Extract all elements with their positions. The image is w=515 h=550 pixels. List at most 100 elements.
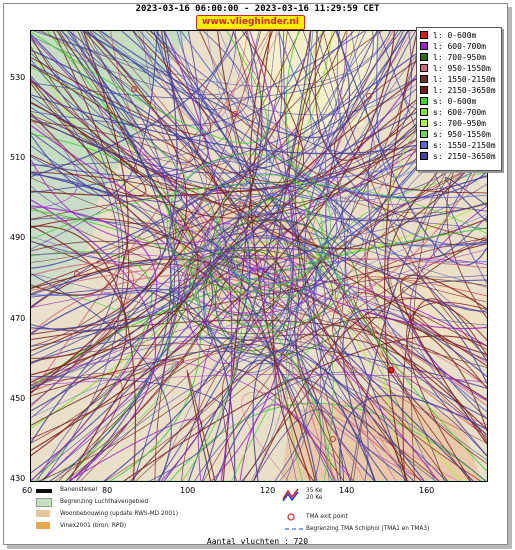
flight-track	[31, 273, 172, 481]
legend-swatch	[420, 141, 428, 149]
flight-track	[31, 31, 395, 451]
x-tick-label: 80	[102, 486, 113, 495]
flight-track	[31, 36, 439, 481]
flight-track	[31, 143, 487, 383]
flight-track	[31, 336, 487, 436]
legend-label: s: 950-1550m	[433, 130, 491, 139]
flight-track	[298, 31, 462, 481]
flight-track	[31, 31, 378, 332]
flight-track	[31, 78, 487, 444]
airport-boundary-label: Begrenzing Luchthavengebied	[60, 499, 149, 505]
holding-loop-track	[203, 235, 326, 365]
airport-boundary-swatch	[36, 498, 52, 507]
site-badge[interactable]: www.vlieghinder.nl	[196, 15, 305, 30]
flight-track	[350, 31, 487, 312]
flight-track	[334, 31, 487, 194]
flight-track	[332, 237, 487, 481]
flight-track	[31, 53, 276, 481]
flight-track	[309, 31, 487, 248]
legend-label: l: 700-950m	[433, 53, 486, 62]
flight-track	[31, 133, 193, 481]
flight-track	[350, 169, 487, 481]
flight-track	[31, 289, 236, 481]
holding-loop-track	[214, 250, 290, 352]
holding-loop-track	[169, 249, 334, 335]
holding-loop-track	[166, 153, 332, 293]
flight-track	[31, 114, 79, 209]
housing-swatch	[36, 510, 50, 517]
flight-track	[31, 132, 161, 265]
legend-swatch	[420, 86, 428, 94]
holding-loop-track	[234, 197, 325, 299]
legend-swatch	[420, 75, 428, 83]
holding-loop-track	[230, 228, 339, 293]
tma-exit-point	[131, 86, 137, 92]
flight-track	[161, 52, 487, 481]
flight-track	[231, 343, 334, 481]
flight-track	[214, 378, 376, 481]
flight-track	[31, 240, 448, 481]
flight-track	[399, 274, 487, 445]
flight-track	[55, 31, 241, 481]
holding-loop-track	[215, 174, 323, 286]
y-tick-label: 470	[10, 314, 26, 323]
flight-track	[31, 31, 448, 269]
flight-track	[46, 31, 201, 481]
flight-track	[149, 31, 412, 155]
flight-track	[82, 31, 487, 303]
flight-track	[31, 31, 178, 330]
y-tick-label: 510	[10, 153, 26, 162]
flight-track	[31, 227, 487, 389]
flight-track	[194, 371, 487, 481]
flight-track	[31, 31, 305, 183]
legend-label: l: 1550-2150m	[433, 75, 496, 84]
flight-track	[31, 75, 120, 405]
flight-track	[197, 279, 487, 481]
flight-track	[31, 373, 123, 481]
legend-label: l: 600-700m	[433, 42, 486, 51]
flight-track	[239, 404, 336, 481]
flight-count: Aantal vluchten : 720	[206, 537, 309, 546]
flight-track	[241, 391, 459, 481]
y-tick-label: 490	[10, 233, 26, 242]
holding-loop-track	[183, 219, 360, 356]
flight-track	[31, 373, 487, 386]
flight-track	[242, 238, 487, 481]
legend-swatch	[420, 64, 428, 72]
flight-track	[253, 297, 487, 481]
map-key: Banenstelsel Begrenzing Luchthavengebied…	[30, 484, 486, 538]
holding-loop-track	[197, 212, 317, 358]
flight-track	[232, 31, 487, 205]
flight-track	[89, 31, 248, 187]
x-tick-label: 60	[22, 486, 33, 495]
holding-loop-track	[205, 255, 282, 316]
tma-exit-point	[74, 271, 80, 277]
flight-track	[342, 308, 487, 481]
flight-track	[296, 277, 487, 481]
flight-track	[31, 31, 207, 263]
flight-track	[100, 31, 351, 139]
flight-track	[163, 31, 233, 481]
date-range-title: 2023-03-16 06:00:00 - 2023-03-16 11:29:5…	[135, 4, 380, 14]
flight-track	[302, 31, 342, 126]
flight-track	[31, 205, 158, 481]
holding-loop-track	[170, 237, 344, 316]
flight-track	[216, 31, 487, 250]
flight-track	[31, 31, 311, 394]
legend-item: l: 0-600m	[420, 30, 476, 41]
flight-track	[133, 31, 252, 189]
flight-track	[249, 31, 311, 481]
flight-track	[31, 36, 487, 192]
legend-item: s: 2150-3650m	[420, 151, 496, 162]
flight-track	[31, 31, 129, 296]
flight-track	[335, 276, 487, 438]
legend-label: s: 700-950m	[433, 119, 486, 128]
flight-track	[300, 31, 394, 481]
flight-track	[31, 206, 487, 368]
flight-track	[69, 31, 201, 164]
flight-track	[31, 31, 158, 197]
flight-track	[31, 358, 352, 481]
flight-track	[201, 31, 312, 481]
flight-track	[406, 301, 487, 481]
flight-track	[31, 31, 355, 141]
